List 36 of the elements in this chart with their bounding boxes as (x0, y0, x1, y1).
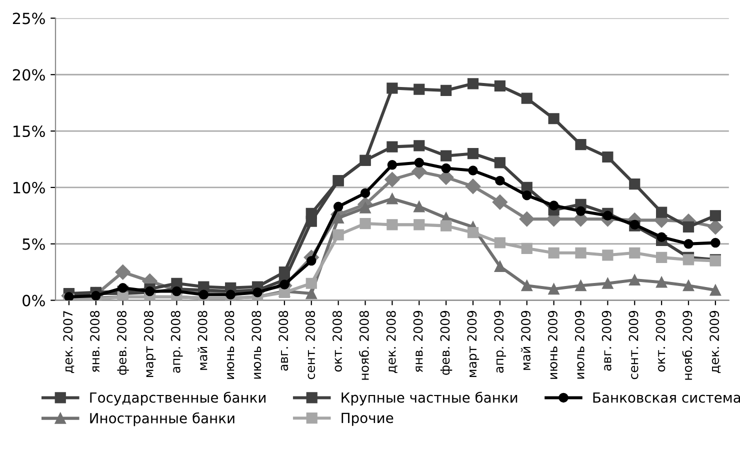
y-tick-label: 25% (12, 12, 45, 24)
y-tick-label: 5% (22, 238, 45, 250)
x-tick-label: нояб. 2009 (682, 310, 692, 380)
x-tick-label: май 2009 (520, 310, 531, 370)
x-tick-label: дек. 2008 (386, 310, 398, 374)
x-tick-label: авг. 2009 (602, 310, 612, 371)
x-tick-label: июль 2008 (252, 310, 262, 379)
x-tick-label: июнь 2009 (548, 310, 558, 379)
x-tick-label: сент. 2009 (628, 310, 638, 380)
y-tick-label: 20% (12, 69, 45, 81)
y-tick-label: 15% (14, 126, 45, 138)
y-tick-label: 0% (22, 294, 45, 306)
x-tick-label: авг. 2008 (278, 310, 288, 371)
legend-label: Иностранные банки (90, 412, 234, 426)
x-tick-label: окт. 2008 (332, 310, 342, 372)
x-tick-label: июнь 2008 (224, 310, 234, 379)
y-tick-label: 10% (14, 182, 45, 194)
legend-label: Крупные частные банки (342, 392, 518, 406)
legend-label: Государственные банки (90, 392, 266, 406)
x-tick-label: дек. 2007 (63, 311, 74, 374)
x-tick-label: окт. 2009 (656, 310, 666, 372)
x-tick-label: янв. 2008 (90, 310, 100, 372)
x-tick-label: дек. 2009 (710, 310, 721, 374)
x-tick-label: март 2008 (144, 310, 156, 377)
x-tick-label: фев. 2009 (440, 310, 452, 375)
x-tick-label: фев. 2008 (117, 310, 129, 375)
x-tick-label: апр. 2009 (494, 310, 506, 373)
x-tick-label: нояб. 2008 (359, 310, 369, 380)
x-tick-label: март 2009 (467, 310, 480, 377)
x-tick-label: июль 2009 (574, 310, 584, 379)
x-tick-label: янв. 2009 (413, 310, 423, 372)
legend-label: Прочие (342, 412, 394, 426)
x-tick-label: сент. 2008 (306, 310, 316, 380)
legend-label: Банковская система (593, 392, 740, 403)
x-tick-label: май 2008 (198, 310, 208, 370)
x-tick-label: апр. 2008 (170, 310, 183, 373)
